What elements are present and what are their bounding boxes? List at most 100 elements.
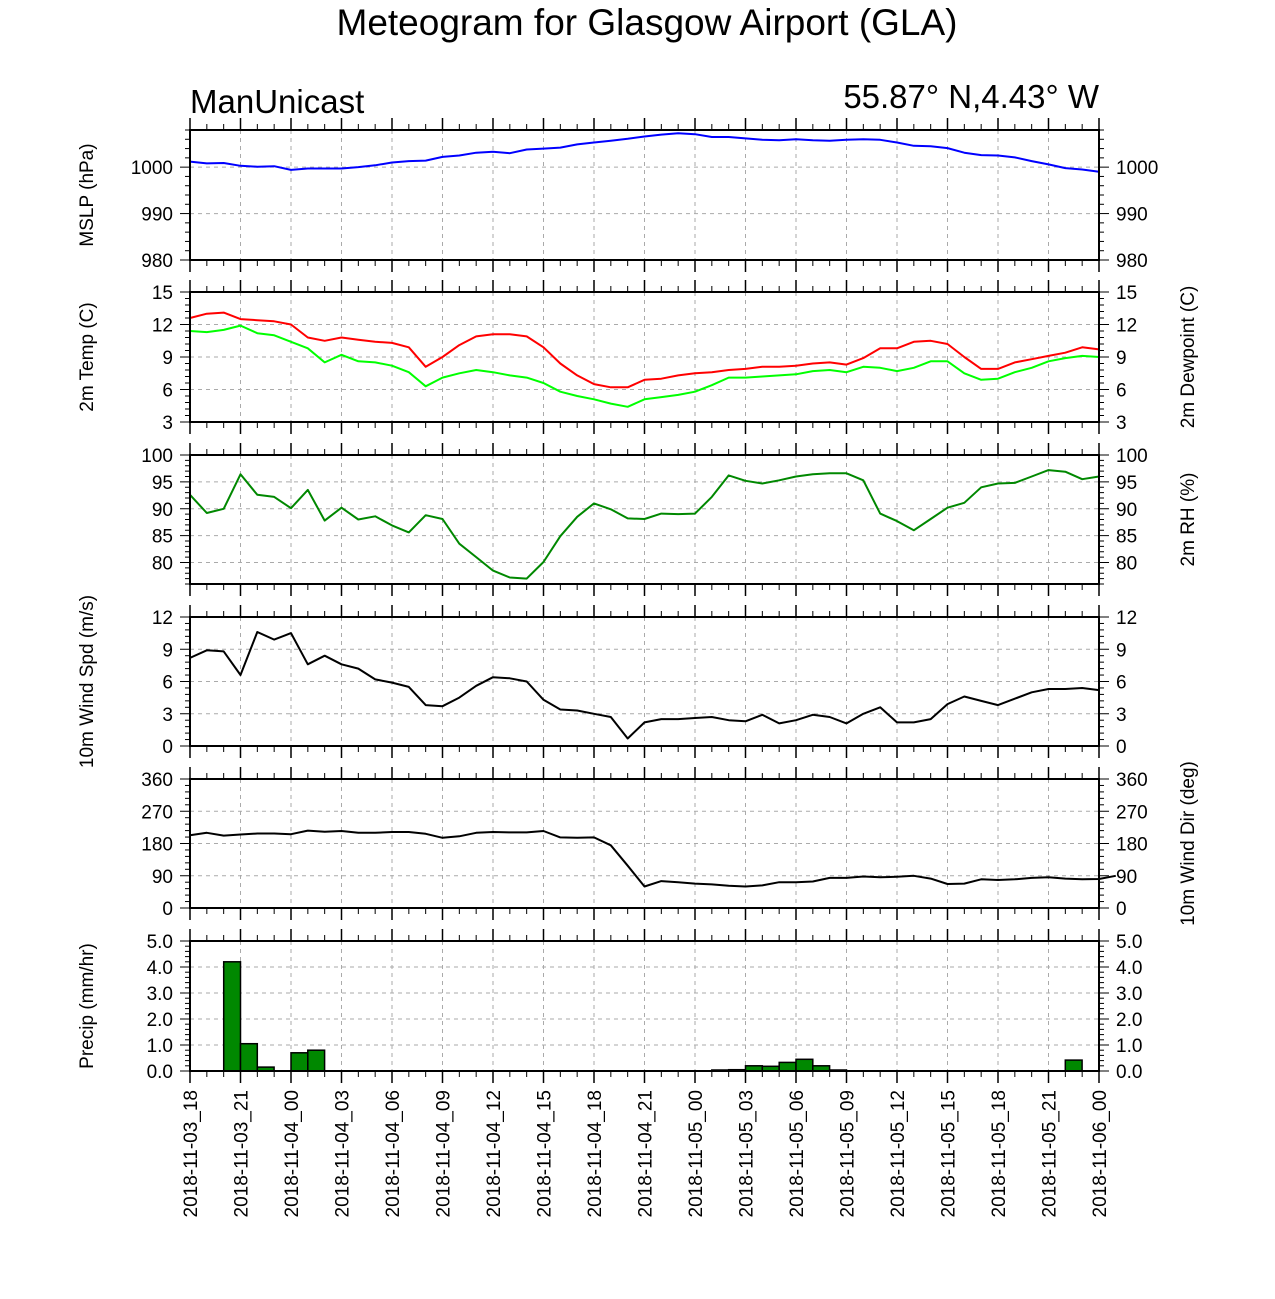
chart-title: Meteogram for Glasgow Airport (GLA) <box>337 2 958 43</box>
time-axis: 2018-11-03_18 2018-11-03_21 2018-11-04_00 2… <box>181 1090 1111 1217</box>
y-axis-label-left: MSLP (hPa) <box>77 143 98 246</box>
y-tick-label-right: 980 <box>1116 251 1148 272</box>
y-tick-label-right: 0 <box>1116 737 1127 758</box>
y-tick-label-right: 9 <box>1116 348 1127 369</box>
y-tick-label-left: 9 <box>162 348 173 369</box>
y-tick-label-left: 3.0 <box>147 984 173 1005</box>
y-tick-label-left: 100 <box>141 446 173 467</box>
y-tick-label-left: 9 <box>162 640 173 661</box>
panel-mslp: 980 980 990 990 1000 1000 MSLP (hPa) <box>77 118 1158 272</box>
x-tick-label: 2018-11-05_21 <box>1040 1090 1061 1217</box>
x-tick-label: 2018-11-05_06 <box>787 1090 808 1217</box>
precip-bar <box>778 1061 797 1072</box>
panel-temp: 3 3 6 6 9 9 12 12 15 15 2m Temp (C) 2m Dewpoint (C) <box>77 280 1199 434</box>
y-tick-label-right: 90 <box>1116 500 1137 521</box>
y-tick-label-left: 270 <box>141 802 173 823</box>
x-tick-label: 2018-11-05_03 <box>737 1090 758 1217</box>
x-tick-label: 2018-11-05_12 <box>888 1090 909 1217</box>
y-tick-label-right: 90 <box>1116 867 1137 888</box>
y-tick-label-left: 4.0 <box>147 958 173 979</box>
y-tick-label-left: 0.0 <box>147 1062 173 1083</box>
y-tick-label-left: 12 <box>152 608 173 629</box>
x-tick-label: 2018-11-04_09 <box>434 1090 455 1217</box>
y-tick-label-left: 95 <box>152 473 173 494</box>
x-tick-label: 2018-11-04_12 <box>484 1090 505 1217</box>
precip-bar <box>222 961 242 1072</box>
x-tick-label: 2018-11-05_18 <box>989 1090 1010 1217</box>
y-tick-label-right: 12 <box>1116 316 1137 337</box>
y-tick-label-right: 0.0 <box>1116 1062 1142 1083</box>
x-tick-label: 2018-11-03_21 <box>232 1090 253 1217</box>
y-axis-label-left: 2m Temp (C) <box>77 302 98 411</box>
precip-bar <box>795 1058 814 1072</box>
y-axis-label-left: Precip (mm/hr) <box>77 943 98 1069</box>
precip-bar <box>290 1052 309 1072</box>
y-tick-label-right: 6 <box>1116 381 1127 402</box>
temp-series-line-0 <box>189 311 1100 389</box>
y-tick-label-right: 0 <box>1116 899 1127 920</box>
precip-bar <box>307 1049 326 1072</box>
y-tick-label-left: 990 <box>141 205 173 226</box>
y-tick-label-left: 3 <box>162 705 173 726</box>
y-tick-label-left: 1000 <box>131 158 173 179</box>
y-axis-label-right: 2m Dewpoint (C) <box>1178 286 1199 429</box>
y-tick-label-left: 90 <box>152 867 173 888</box>
y-tick-label-right: 95 <box>1116 473 1137 494</box>
x-tick-label: 2018-11-04_00 <box>282 1090 303 1217</box>
x-tick-label: 2018-11-05_09 <box>838 1090 859 1217</box>
y-tick-label-left: 90 <box>152 500 173 521</box>
y-axis-label-right: 10m Wind Dir (deg) <box>1178 761 1199 926</box>
y-tick-label-left: 3 <box>162 413 173 434</box>
y-tick-label-right: 3 <box>1116 413 1127 434</box>
x-tick-label: 2018-11-04_18 <box>585 1090 606 1217</box>
x-tick-label: 2018-11-05_15 <box>939 1090 960 1217</box>
y-tick-label-left: 980 <box>141 251 173 272</box>
y-tick-label-left: 6 <box>162 673 173 694</box>
x-tick-label: 2018-11-06_00 <box>1090 1090 1111 1217</box>
y-tick-label-right: 9 <box>1116 640 1127 661</box>
wind_spd-series-line-0 <box>189 631 1100 740</box>
precip-bar <box>239 1042 259 1072</box>
model-name: ManUnicast <box>190 83 364 120</box>
temp-series-line-1 <box>189 324 1100 408</box>
wind_dir-series-line-0 <box>189 829 1116 888</box>
y-tick-label-right: 12 <box>1116 608 1137 629</box>
panel-wind_dir: 0 0 90 90 180 180 270 270 360 360 10m Wind Dir (de… <box>141 761 1199 926</box>
y-tick-label-left: 80 <box>152 554 173 575</box>
y-tick-label-left: 1.0 <box>147 1036 173 1057</box>
y-tick-label-right: 360 <box>1116 770 1148 791</box>
y-tick-label-right: 180 <box>1116 835 1148 856</box>
y-tick-label-left: 180 <box>141 835 173 856</box>
y-tick-label-left: 0 <box>162 737 173 758</box>
panel-rh: 80 80 85 85 90 90 95 95 100 100 2m RH (%) <box>141 443 1199 596</box>
x-tick-label: 2018-11-04_15 <box>535 1090 556 1217</box>
mslp-series-line-0 <box>189 132 1100 173</box>
y-tick-label-right: 3.0 <box>1116 984 1142 1005</box>
rh-series-line-0 <box>189 469 1100 580</box>
x-tick-label: 2018-11-04_21 <box>636 1090 657 1217</box>
x-tick-label: 2018-11-05_00 <box>686 1090 707 1217</box>
y-tick-label-left: 15 <box>152 283 173 304</box>
y-axis-label-right: 2m RH (%) <box>1178 473 1199 567</box>
y-tick-label-right: 80 <box>1116 554 1137 575</box>
y-tick-label-right: 5.0 <box>1116 932 1142 953</box>
y-tick-label-left: 2.0 <box>147 1010 173 1031</box>
y-tick-label-right: 2.0 <box>1116 1010 1142 1031</box>
y-tick-label-left: 85 <box>152 527 173 548</box>
station-location: 55.87° N,4.43° W <box>843 78 1100 115</box>
y-tick-label-right: 6 <box>1116 673 1127 694</box>
y-axis-label-left: 10m Wind Spd (m/s) <box>77 595 98 768</box>
y-tick-label-right: 1000 <box>1116 158 1158 179</box>
y-tick-label-left: 12 <box>152 316 173 337</box>
x-tick-label: 2018-11-04_03 <box>333 1090 354 1217</box>
y-tick-label-right: 990 <box>1116 205 1148 226</box>
y-tick-label-left: 6 <box>162 381 173 402</box>
y-tick-label-right: 1.0 <box>1116 1036 1142 1057</box>
y-tick-label-right: 4.0 <box>1116 958 1142 979</box>
panel-precip: 0.0 0.0 1.0 1.0 2.0 2.0 3.0 3.0 4.0 4.0 5.0 5.0 Prec… <box>77 929 1142 1083</box>
x-tick-label: 2018-11-04_06 <box>383 1090 404 1217</box>
y-tick-label-right: 3 <box>1116 705 1127 726</box>
panel-wind_spd: 0 0 3 3 6 6 9 9 12 12 10m Wind Spd (m/s) <box>77 595 1137 768</box>
